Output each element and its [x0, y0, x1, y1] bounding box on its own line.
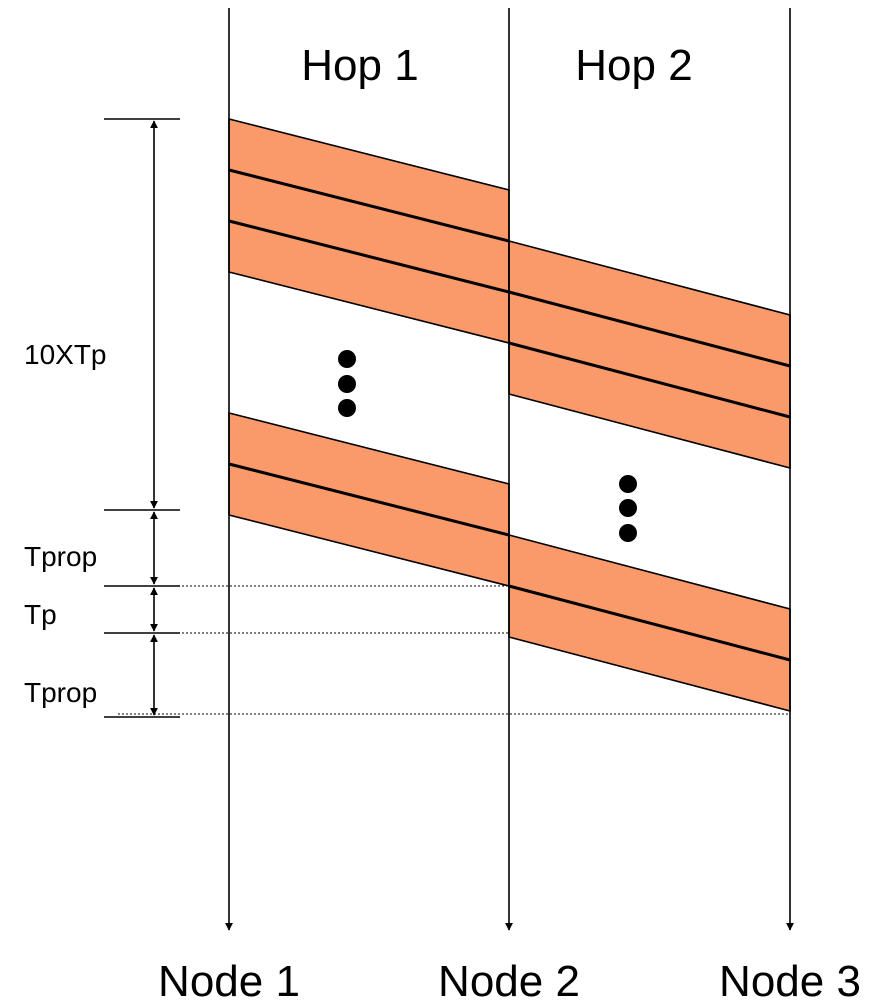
interval-label-tprop-1: Tprop: [24, 541, 97, 572]
node-label-2: Node 2: [438, 957, 580, 1006]
hop2-packets-bottom: [508, 533, 791, 713]
hop-label-1: Hop 1: [301, 41, 418, 90]
interval-label-10xtp: 10XTp: [24, 339, 107, 370]
ellipsis-dots-hop1: [338, 350, 356, 417]
hop1-packets-top: [228, 117, 510, 345]
node-label-1: Node 1: [158, 957, 300, 1006]
node-label-3: Node 3: [719, 957, 861, 1006]
hop-label-2: Hop 2: [575, 41, 692, 90]
hop1-packets-bottom: [228, 411, 510, 588]
interval-label-tprop-2: Tprop: [24, 677, 97, 708]
hop2-packets-top: [508, 239, 791, 470]
ellipsis-dots-hop2: [619, 475, 637, 542]
interval-label-tp: Tp: [24, 599, 57, 630]
